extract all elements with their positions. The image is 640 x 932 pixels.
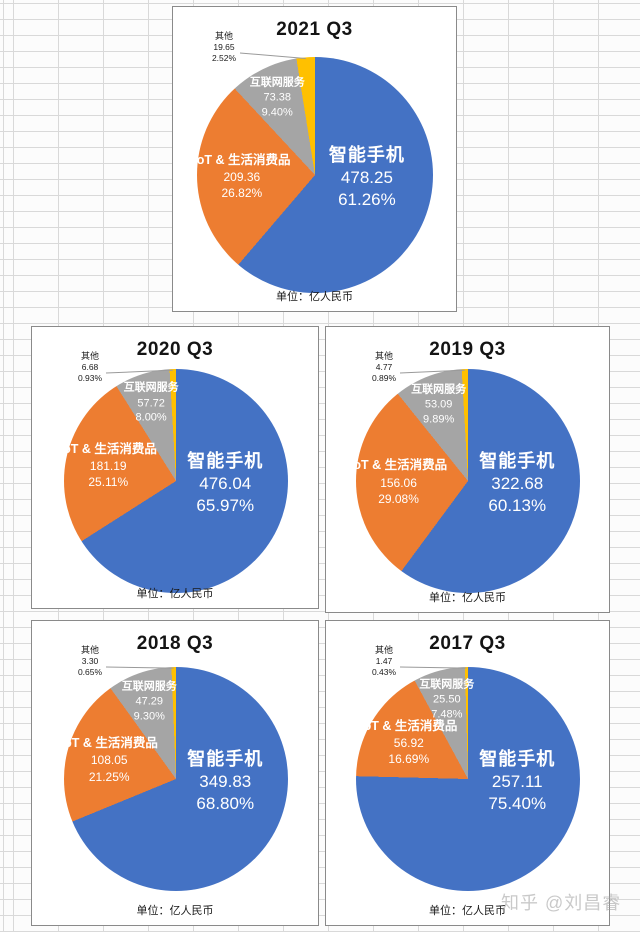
pie-chart-2021-q3[interactable]: 2021 Q3 其他 19.65 2.52% 互联网服务 73.38 9.40%…: [172, 6, 457, 312]
pie-graphic: [356, 369, 580, 593]
label-internet-services: 互联网服务 47.29 9.30%: [121, 680, 177, 723]
chart-title: 2017 Q3: [429, 633, 506, 654]
label-internet-services: 互联网服务 25.50 7.48%: [419, 678, 475, 721]
pie-chart-2020-q3[interactable]: 2020 Q3 其他 6.68 0.93% 互联网服务 57.72 8.00% …: [31, 326, 319, 609]
label-internet-services: 互联网服务 53.09 9.89%: [411, 383, 467, 426]
unit-label: 单位：亿人民币: [429, 592, 506, 604]
label-other: 其他 3.30 0.65%: [77, 645, 103, 677]
pie-graphic: [64, 667, 288, 891]
pie-chart-2018-q3[interactable]: 2018 Q3 其他 3.30 0.65% 互联网服务 47.29 9.30% …: [31, 620, 319, 926]
pie-chart-2017-q3[interactable]: 2017 Q3 其他 1.47 0.43% 互联网服务 25.50 7.48% …: [325, 620, 610, 926]
pie-chart-2019-q3[interactable]: 2019 Q3 其他 4.77 0.89% 互联网服务 53.09 9.89% …: [325, 326, 610, 613]
pie-graphic: [356, 667, 580, 891]
zhihu-watermark: 知乎 @刘昌睿: [501, 893, 622, 913]
unit-label: 单位：亿人民币: [136, 905, 214, 917]
chart-title: 2021 Q3: [276, 19, 353, 40]
pie-graphic: [197, 57, 433, 293]
label-other: 其他 6.68 0.93%: [77, 351, 103, 383]
label-smartphone: 智能手机 349.83 68.80%: [187, 748, 264, 814]
label-other: 其他 19.65 2.52%: [211, 31, 237, 63]
label-iot-consumer: IoT & 生活消费品 181.19 25.11%: [59, 441, 157, 490]
label-iot-consumer: IoT & 生活消费品 56.92 16.69%: [360, 718, 458, 767]
label-other: 其他 4.77 0.89%: [371, 351, 397, 383]
pie-graphic: [64, 369, 288, 593]
label-internet-services: 互联网服务 57.72 8.00%: [123, 381, 179, 424]
label-smartphone: 智能手机 257.11 75.40%: [479, 748, 556, 814]
chart-title: 2020 Q3: [136, 339, 214, 360]
chart-title: 2018 Q3: [136, 633, 214, 654]
label-other: 其他 1.47 0.43%: [371, 645, 397, 677]
label-internet-services: 互联网服务 73.38 9.40%: [249, 76, 305, 119]
chart-title: 2019 Q3: [429, 339, 506, 360]
label-iot-consumer: IoT & 生活消费品 156.06 29.08%: [349, 458, 448, 507]
unit-label: 单位：亿人民币: [429, 905, 506, 917]
label-smartphone: 智能手机 476.04 65.97%: [187, 450, 264, 516]
label-iot-consumer: IoT & 生活消费品 209.36 26.82%: [193, 152, 291, 201]
label-iot-consumer: IoT & 生活消费品 108.05 21.25%: [60, 736, 158, 784]
unit-label: 单位：亿人民币: [276, 291, 353, 303]
unit-label: 单位：亿人民币: [136, 588, 214, 600]
label-smartphone: 智能手机 322.68 60.13%: [479, 450, 556, 516]
label-smartphone: 智能手机 478.25 61.26%: [328, 144, 405, 210]
